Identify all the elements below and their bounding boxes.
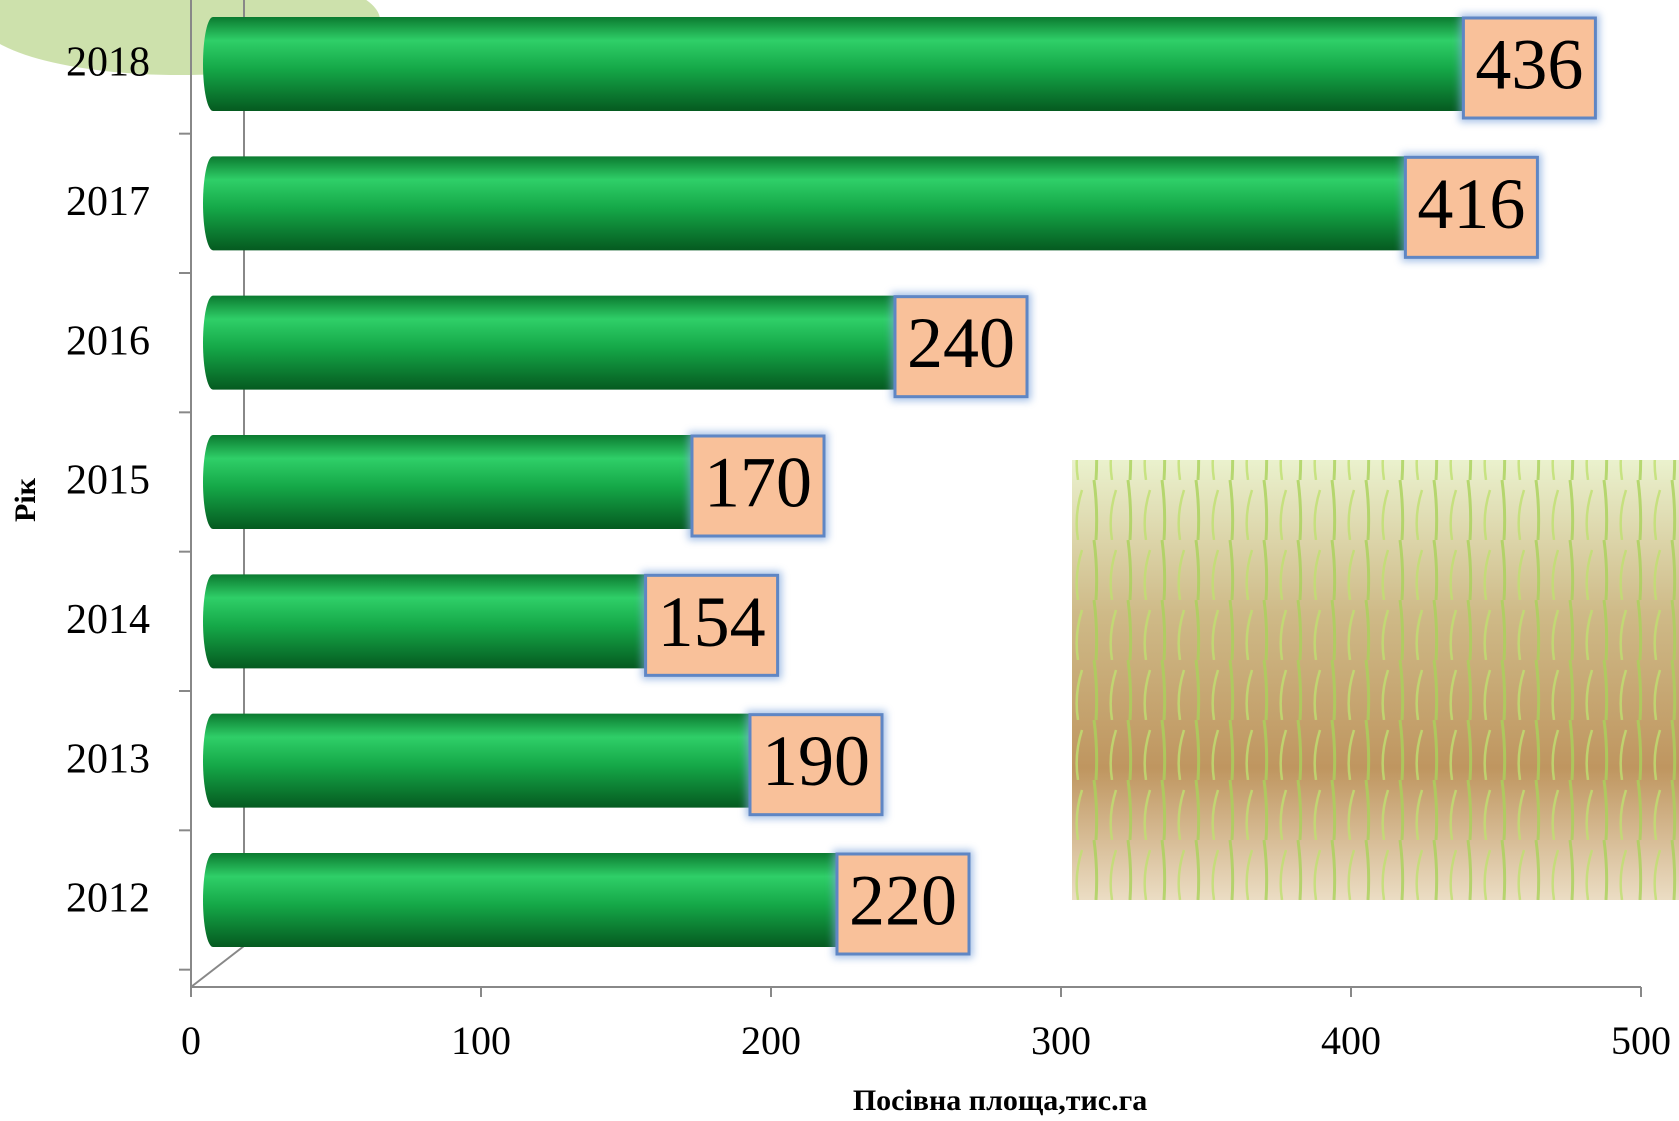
y-tick-label: 2014 xyxy=(66,597,150,643)
x-tick-label: 0 xyxy=(181,1018,201,1063)
value-label-box xyxy=(835,852,971,956)
y-tick-label: 2013 xyxy=(66,736,150,782)
value-label: 220 xyxy=(849,861,957,941)
y-tick-label: 2017 xyxy=(66,179,150,225)
x-tick-label: 200 xyxy=(741,1018,801,1063)
value-label-box xyxy=(1461,16,1597,120)
value-label: 170 xyxy=(704,443,812,523)
bar xyxy=(203,574,658,669)
value-label: 190 xyxy=(762,721,870,801)
x-tick-label: 300 xyxy=(1031,1018,1091,1063)
x-tick-label: 400 xyxy=(1321,1018,1381,1063)
y-axis-label: Рік xyxy=(9,477,42,522)
value-label-box xyxy=(748,713,884,817)
value-label: 416 xyxy=(1417,164,1525,244)
x-tick-label: 100 xyxy=(451,1018,511,1063)
decor-photo xyxy=(0,0,1679,900)
value-label: 154 xyxy=(658,582,766,662)
y-tick-label: 2012 xyxy=(66,876,150,922)
value-label-box xyxy=(1403,155,1539,259)
bar xyxy=(203,435,704,529)
bar xyxy=(203,853,849,947)
bar xyxy=(203,713,762,808)
bar xyxy=(203,295,907,390)
y-tick-label: 2016 xyxy=(66,318,150,364)
y-tick-label: 2015 xyxy=(66,458,150,504)
value-label: 436 xyxy=(1475,25,1583,105)
bar xyxy=(203,156,1418,251)
x-axis-label: Посівна площа,тис.га xyxy=(853,1084,1147,1117)
bar xyxy=(203,17,1476,111)
y-tick-label: 2018 xyxy=(66,40,150,86)
x-tick-label: 500 xyxy=(1611,1018,1671,1063)
value-label-box xyxy=(644,573,780,677)
value-label-box xyxy=(690,434,826,538)
value-label: 240 xyxy=(907,303,1015,383)
value-label-box xyxy=(893,295,1029,399)
